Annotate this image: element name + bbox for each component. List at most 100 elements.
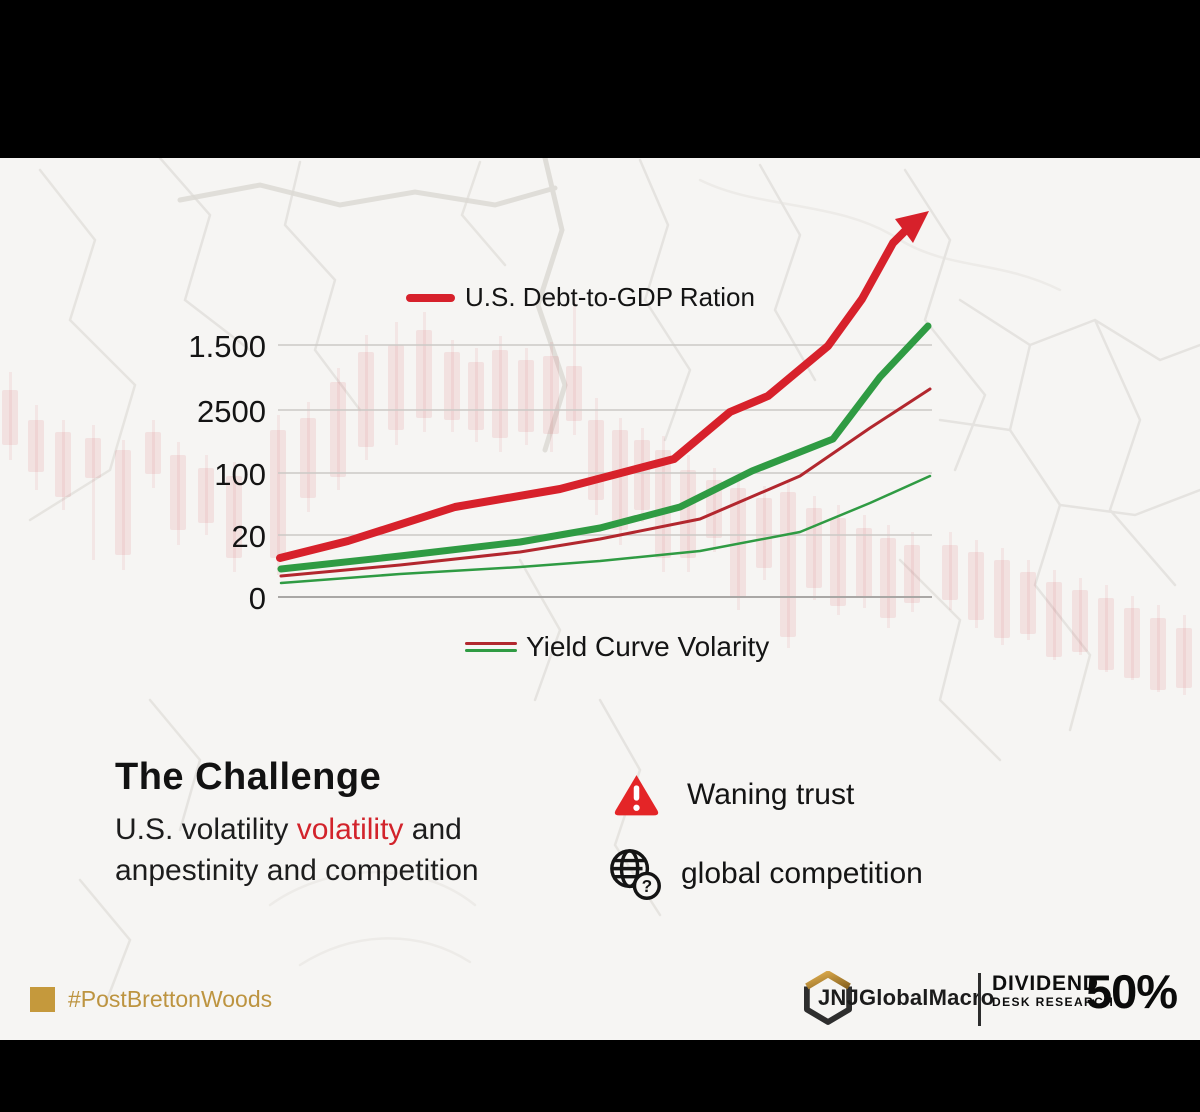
candlestick-body	[358, 352, 374, 447]
y-axis-tick: 20	[231, 519, 266, 554]
y-axis-tick: 2500	[197, 394, 266, 429]
candlestick-wick	[1026, 560, 1030, 640]
y-axis-tick: 100	[214, 457, 266, 492]
brand-logo-row: JNJGlobalMacro	[804, 971, 994, 1025]
candlestick-wick	[712, 468, 716, 552]
candlestick-body	[492, 350, 508, 438]
candlestick-wick	[422, 312, 426, 432]
candlestick-body	[968, 552, 984, 620]
candlestick-wick	[91, 425, 95, 560]
candlestick-wick	[1104, 585, 1108, 672]
candlestick-wick	[1156, 605, 1160, 692]
candlestick-body	[655, 450, 671, 558]
candlestick-body	[634, 440, 650, 510]
callout-label: Waning trust	[687, 777, 855, 811]
candlestick-wick	[8, 372, 12, 460]
candlestick-wick	[474, 348, 478, 442]
candlestick-body	[880, 538, 896, 618]
candlestick-body	[1176, 628, 1192, 688]
warning-triangle-icon	[614, 775, 659, 816]
candlestick-wick	[862, 515, 866, 608]
challenge-section: The Challenge U.S. volatility volatility…	[115, 756, 479, 891]
trend-arrow-head	[895, 211, 929, 243]
candlestick-body	[28, 420, 44, 472]
series-line	[279, 474, 932, 585]
candlestick-wick	[812, 496, 816, 600]
candlestick-wick	[572, 300, 576, 435]
candlestick-body	[756, 498, 772, 568]
candlestick-body	[680, 470, 696, 558]
candlestick-body	[566, 366, 582, 421]
candlestick-wick	[34, 405, 38, 490]
dividend-badge: DIVIDEND DESK RESEARCH	[992, 972, 1114, 1009]
candlestick-body	[994, 560, 1010, 638]
callout-waning-trust: Waning trust	[612, 770, 854, 819]
candlestick-wick	[1078, 578, 1082, 655]
vertical-divider	[978, 973, 981, 1026]
candlestick-wick	[549, 342, 553, 452]
y-axis-tick: 0	[248, 581, 266, 616]
candlestick-wick	[61, 420, 65, 510]
callout-global-competition: ? global competition	[607, 846, 923, 902]
candlestick-body	[612, 430, 628, 530]
section-body: U.S. volatility volatility and anpestini…	[115, 813, 479, 887]
series-line	[276, 224, 912, 562]
candlestick-wick	[836, 505, 840, 615]
candlestick-wick	[450, 340, 454, 432]
candlestick-body	[730, 488, 746, 598]
candlestick-body	[330, 382, 346, 477]
hashtag-row: #PostBrettonWoods	[30, 986, 272, 1013]
candlestick-body	[300, 418, 316, 498]
candlestick-body	[55, 432, 71, 497]
highlighted-word: volatility	[296, 813, 404, 846]
candlestick-body	[270, 430, 286, 558]
hashtag-label: #PostBrettonWoods	[68, 986, 273, 1012]
candlestick-body	[806, 508, 822, 588]
candlestick-body	[468, 362, 484, 430]
candlestick-body	[588, 420, 604, 500]
y-axis-tick: 1.500	[188, 329, 266, 364]
candlestick-wick	[1130, 596, 1134, 680]
legend-yield-curve: Yield Curve Volarity	[465, 631, 769, 663]
candlestick-body	[1124, 608, 1140, 678]
candlestick-body	[388, 345, 404, 430]
legend-label: Yield Curve Volarity	[526, 631, 770, 662]
candlestick-wick	[686, 455, 690, 572]
candlestick-wick	[661, 436, 665, 572]
candlestick-wick	[1052, 570, 1056, 660]
brand-name: JNJGlobalMacro	[818, 985, 995, 1010]
globe-question-icon: ?	[610, 849, 661, 900]
candlestick-wick	[336, 368, 340, 490]
candlestick-wick	[498, 336, 502, 452]
candlestick-wick	[594, 398, 598, 515]
candlestick-body	[518, 360, 534, 432]
candlestick-body	[1098, 598, 1114, 670]
candlestick-body	[830, 518, 846, 606]
candlestick-body	[904, 545, 920, 603]
candlestick-wick	[910, 532, 914, 612]
legend-debt-to-gdp: U.S. Debt-to-GDP Ration	[406, 282, 755, 313]
candlestick-wick	[786, 480, 790, 648]
candlestick-body	[780, 492, 796, 637]
candlestick-wick	[736, 476, 740, 610]
candlestick-wick	[640, 428, 644, 522]
candlestick-body	[85, 438, 101, 478]
candlestick-wick	[762, 486, 766, 580]
top-letterbox-bar	[0, 0, 1200, 158]
candlestick-wick	[364, 335, 368, 460]
candlestick-body	[706, 480, 722, 538]
candlestick-body	[444, 352, 460, 420]
candlestick-wick	[948, 532, 952, 610]
candlestick-wick	[394, 322, 398, 445]
candlestick-wick	[886, 525, 890, 628]
candlestick-wick	[1000, 548, 1004, 645]
badge-subtitle: DESK RESEARCH	[992, 995, 1115, 1009]
series-line	[279, 387, 932, 578]
gold-square-icon	[30, 987, 55, 1012]
candlestick-wick	[524, 348, 528, 445]
candlestick-body	[942, 545, 958, 600]
candlestick-body	[416, 330, 432, 418]
